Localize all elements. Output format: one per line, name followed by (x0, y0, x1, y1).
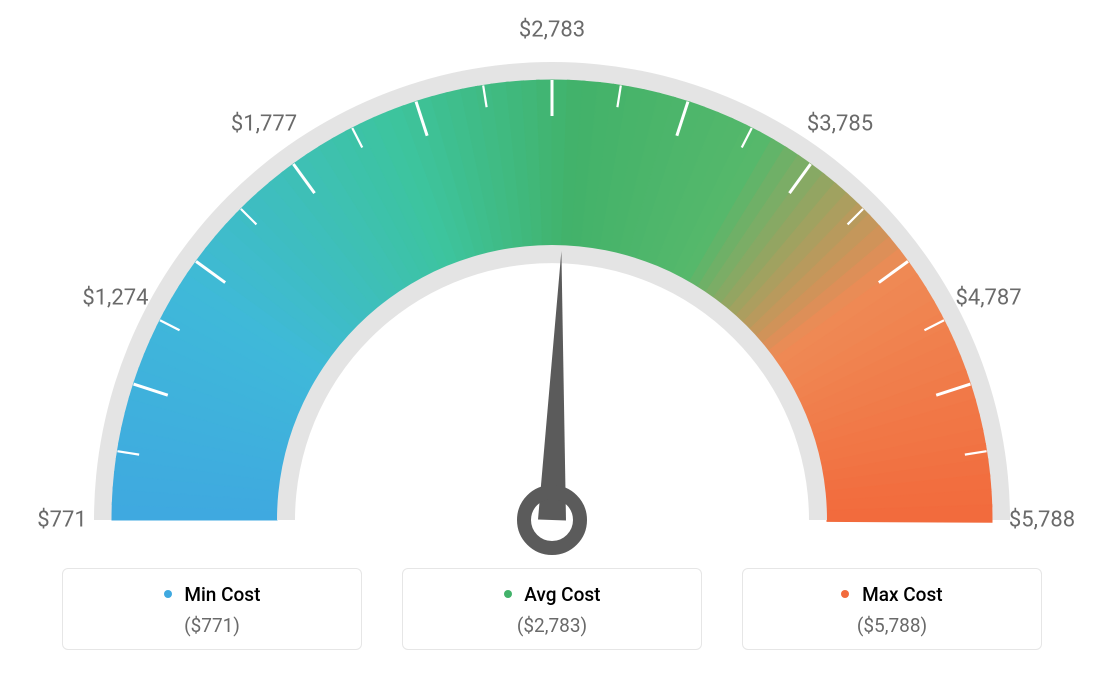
legend-title-min-text: Min Cost (184, 583, 260, 606)
legend-title-avg-text: Avg Cost (524, 583, 600, 606)
dot-icon (504, 590, 512, 598)
gauge-svg (0, 0, 1104, 560)
legend-title-max-text: Max Cost (862, 583, 942, 606)
dot-icon (841, 590, 849, 598)
legend-title-min: Min Cost (71, 583, 353, 606)
gauge-chart: $771 $1,274 $1,777 $2,783 $3,785 $4,787 $5,788 (0, 0, 1104, 560)
legend-value-avg: ($2,783) (411, 614, 693, 637)
gauge-tick-label: $5,788 (1009, 508, 1075, 533)
legend-title-avg: Avg Cost (411, 583, 693, 606)
gauge-tick-label: $1,274 (82, 285, 148, 310)
legend-title-max: Max Cost (751, 583, 1033, 606)
legend-card-max: Max Cost ($5,788) (742, 568, 1042, 650)
legend-card-min: Min Cost ($771) (62, 568, 362, 650)
gauge-needle (538, 251, 566, 520)
dot-icon (164, 590, 172, 598)
gauge-tick-label: $4,787 (956, 285, 1022, 310)
legend-value-min: ($771) (71, 614, 353, 637)
legend-value-max: ($5,788) (751, 614, 1033, 637)
gauge-tick-label: $3,785 (807, 111, 873, 136)
gauge-tick-label: $2,783 (519, 18, 585, 43)
gauge-tick-label: $771 (37, 508, 86, 533)
legend: Min Cost ($771) Avg Cost ($2,783) Max Co… (0, 568, 1104, 650)
gauge-tick-label: $1,777 (231, 111, 297, 136)
legend-card-avg: Avg Cost ($2,783) (402, 568, 702, 650)
